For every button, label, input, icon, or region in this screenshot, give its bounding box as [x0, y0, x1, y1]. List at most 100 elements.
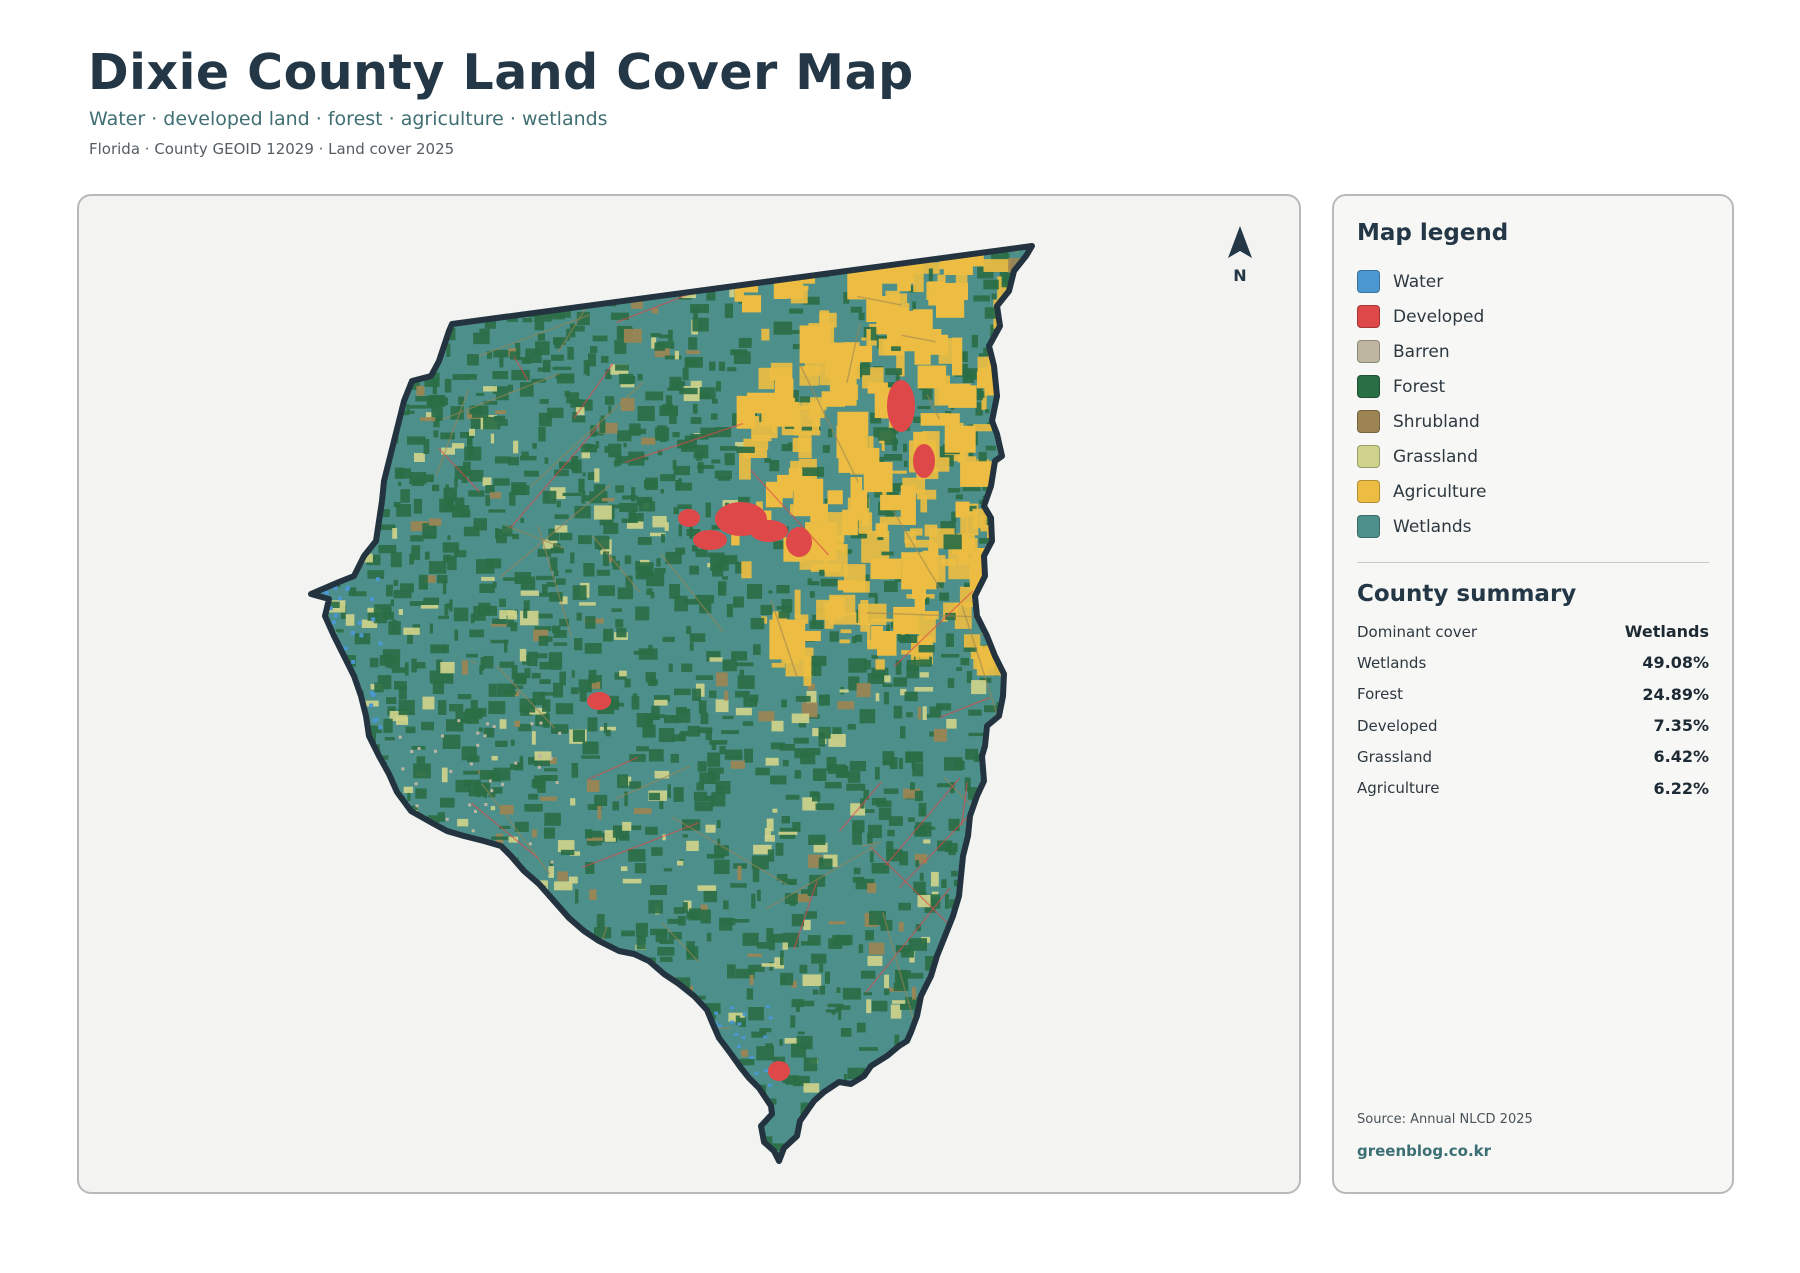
land-patch: [554, 881, 573, 891]
land-patch: [493, 1163, 496, 1168]
land-patch: [468, 490, 485, 497]
land-patch: [458, 1042, 472, 1054]
land-patch: [628, 849, 646, 862]
land-patch: [568, 876, 578, 884]
land-patch: [784, 893, 798, 905]
north-label: N: [1233, 266, 1247, 285]
land-patch: [961, 979, 968, 993]
land-patch: [884, 454, 903, 461]
summary-row: Agriculture 6.22%: [1357, 772, 1709, 803]
land-patch: [939, 592, 949, 601]
land-patch: [696, 782, 705, 791]
land-patch: [663, 868, 673, 872]
land-patch: [565, 569, 572, 573]
land-patch: [604, 396, 615, 405]
land-patch: [1007, 518, 1025, 526]
land-patch: [933, 1163, 938, 1167]
land-patch: [404, 662, 409, 676]
land-patch: [967, 922, 981, 936]
land-patch: [428, 394, 446, 407]
land-patch: [934, 1078, 948, 1089]
land-patch: [326, 770, 346, 775]
land-patch: [480, 657, 485, 671]
land-patch: [413, 969, 418, 981]
land-patch: [369, 929, 389, 933]
land-patch: [1007, 418, 1016, 430]
land-patch: [783, 1152, 800, 1161]
map-panel[interactable]: N: [77, 194, 1301, 1194]
land-patch: [490, 806, 496, 811]
land-patch: [464, 1049, 479, 1060]
land-patch: [582, 472, 586, 477]
site-link[interactable]: greenblog.co.kr: [1357, 1142, 1492, 1160]
agriculture-field: [912, 587, 926, 599]
summary-value: 7.35%: [1653, 716, 1709, 736]
land-patch: [654, 770, 670, 779]
land-patch: [752, 869, 760, 883]
land-patch: [686, 350, 700, 355]
land-patch: [893, 982, 909, 991]
land-patch: [337, 333, 356, 343]
land-patch: [364, 985, 381, 990]
land-patch: [816, 466, 825, 477]
land-patch: [491, 836, 509, 840]
land-patch: [601, 286, 615, 291]
land-patch: [860, 970, 876, 979]
land-patch: [781, 699, 787, 708]
land-patch: [533, 629, 549, 642]
land-patch: [583, 261, 593, 272]
land-patch: [511, 369, 530, 381]
land-patch: [468, 275, 473, 290]
land-patch: [636, 936, 646, 950]
land-patch: [537, 779, 546, 793]
land-patch: [919, 1096, 925, 1102]
land-patch: [381, 255, 400, 261]
land-cover-map[interactable]: [79, 196, 1301, 1194]
land-patch: [533, 756, 550, 767]
land-patch: [397, 931, 413, 939]
land-patch: [531, 378, 546, 383]
land-patch: [441, 767, 448, 783]
road-line: [470, 660, 477, 664]
land-patch: [916, 1131, 923, 1146]
land-patch: [600, 1079, 617, 1090]
land-patch: [907, 1078, 914, 1087]
road-line: [507, 908, 521, 927]
land-patch: [714, 845, 729, 857]
land-patch: [339, 1084, 353, 1098]
land-patch: [432, 679, 444, 695]
land-patch: [811, 953, 827, 964]
land-patch: [411, 658, 417, 673]
land-patch: [472, 782, 491, 794]
land-patch: [607, 556, 613, 563]
barren-patch: [514, 761, 518, 765]
land-patch: [598, 585, 615, 596]
land-patch: [809, 620, 824, 629]
land-patch: [723, 900, 729, 910]
land-patch: [509, 492, 516, 506]
land-patch: [893, 677, 907, 687]
land-patch: [499, 288, 506, 299]
land-patch: [479, 665, 483, 675]
land-patch: [984, 1134, 1003, 1143]
land-patch: [383, 1041, 389, 1046]
land-patch: [536, 575, 555, 581]
land-patch: [962, 487, 981, 492]
land-patch: [560, 532, 573, 541]
land-patch: [824, 781, 842, 789]
land-patch: [853, 867, 861, 875]
agriculture-field: [810, 503, 828, 523]
land-patch: [467, 1004, 476, 1020]
land-patch: [771, 720, 784, 732]
land-patch: [491, 955, 500, 961]
land-patch: [752, 264, 768, 276]
land-patch: [449, 1071, 462, 1077]
land-patch: [514, 821, 529, 832]
land-patch: [764, 828, 771, 839]
land-patch: [913, 265, 924, 293]
land-patch: [971, 680, 987, 695]
legend-item-grassland: Grassland: [1357, 439, 1487, 474]
land-patch: [645, 672, 656, 683]
land-patch: [866, 329, 871, 348]
land-patch: [882, 751, 895, 766]
